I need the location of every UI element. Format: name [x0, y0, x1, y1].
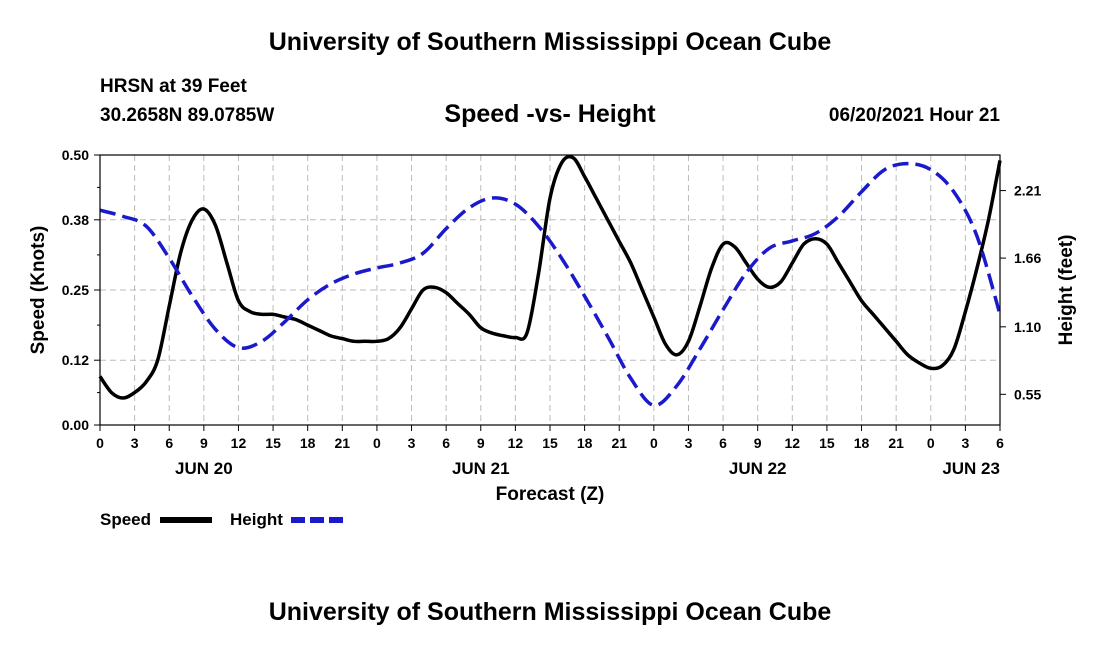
- forecast-datetime: 06/20/2021 Hour 21: [828, 105, 1000, 126]
- y-tick-label: 0.38: [62, 212, 89, 228]
- x-tick-label: 18: [300, 435, 316, 451]
- x-tick-label: 0: [373, 435, 381, 451]
- x-tick-label: 9: [754, 435, 762, 451]
- y-axis-label: Speed (Knots): [28, 226, 49, 355]
- chart-title: University of Southern Mississippi Ocean…: [268, 28, 832, 56]
- y-tick-label: 0.00: [62, 417, 89, 433]
- footer-title: University of Southern Mississippi Ocean…: [268, 598, 832, 626]
- y2-tick-label: 1.10: [1014, 319, 1041, 335]
- y2-tick-label: 0.55: [1014, 386, 1041, 402]
- y-tick-label: 0.50: [62, 147, 89, 163]
- x-tick-label: 0: [927, 435, 935, 451]
- y2-tick-label: 1.66: [1014, 250, 1041, 266]
- date-label: JUN 20: [175, 459, 233, 478]
- x-tick-label: 6: [719, 435, 727, 451]
- x-tick-label: 12: [231, 435, 247, 451]
- x-tick-label: 21: [611, 435, 627, 451]
- x-tick-label: 6: [442, 435, 450, 451]
- x-tick-label: 15: [542, 435, 558, 451]
- x-tick-label: 15: [819, 435, 835, 451]
- x-tick-label: 15: [265, 435, 281, 451]
- x-tick-label: 6: [165, 435, 173, 451]
- x-tick-label: 3: [408, 435, 416, 451]
- legend-speed-label: Speed: [100, 510, 151, 529]
- legend: Speed Height: [100, 510, 343, 529]
- speed-series-line: [98, 154, 1002, 400]
- x-axis-label: Forecast (Z): [496, 484, 605, 505]
- x-tick-label: 0: [650, 435, 658, 451]
- x-tick-label: 18: [577, 435, 593, 451]
- x-tick-label: 21: [888, 435, 904, 451]
- y-tick-label: 0.12: [62, 352, 89, 368]
- station-label: HRSN at 39 Feet: [100, 76, 247, 97]
- x-tick-label: 3: [131, 435, 139, 451]
- coordinates-label: 30.2658N 89.0785W: [100, 105, 275, 126]
- legend-height-label: Height: [230, 510, 283, 529]
- grid: [100, 155, 1000, 425]
- date-label: JUN 22: [729, 459, 787, 478]
- x-tick-label: 6: [996, 435, 1004, 451]
- series-layer: [98, 154, 1002, 408]
- x-tick-label: 21: [335, 435, 351, 451]
- x-tick-label: 0: [96, 435, 104, 451]
- x-tick-label: 12: [785, 435, 801, 451]
- axes: 0 3 6 9 12 15 18 21 0 3 6 9 12 15 18 21 0 3 6 9 12 15 18 21 0 3 6J…: [62, 147, 1042, 478]
- chart-subtitle: Speed -vs- Height: [444, 100, 656, 128]
- x-tick-label: 9: [477, 435, 485, 451]
- y-tick-label: 0.25: [62, 282, 89, 298]
- height-series-line: [99, 161, 1002, 408]
- x-tick-label: 18: [854, 435, 870, 451]
- y2-axis-label: Height (feet): [1056, 235, 1077, 346]
- x-tick-label: 3: [961, 435, 969, 451]
- y2-tick-label: 2.21: [1014, 183, 1041, 199]
- x-tick-label: 12: [508, 435, 524, 451]
- date-label: JUN 23: [942, 459, 1000, 478]
- x-tick-label: 3: [685, 435, 693, 451]
- x-tick-label: 9: [200, 435, 208, 451]
- date-label: JUN 21: [452, 459, 510, 478]
